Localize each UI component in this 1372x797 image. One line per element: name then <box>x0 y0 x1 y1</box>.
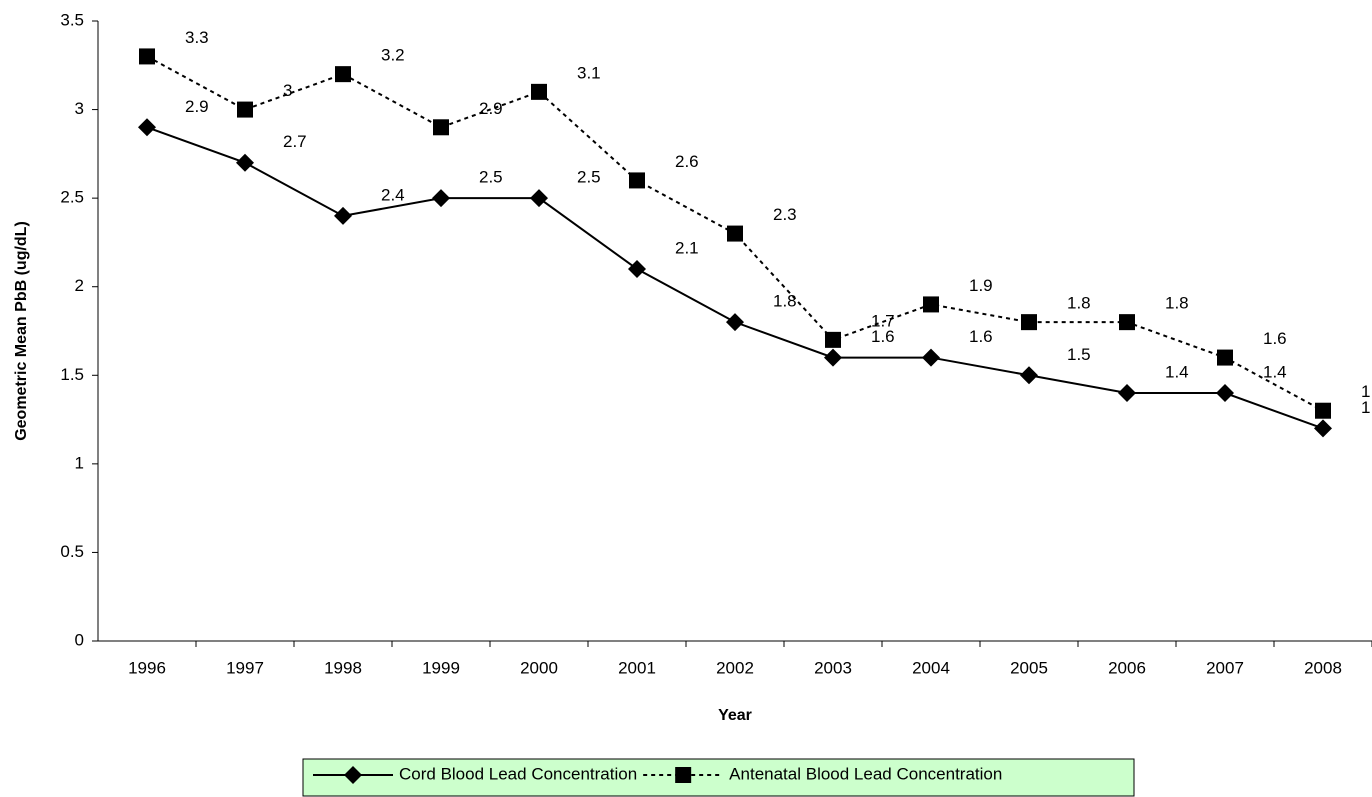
y-tick-label: 3 <box>75 99 84 118</box>
data-point <box>335 66 351 83</box>
data-label: 1.6 <box>871 327 895 346</box>
data-label: 1.9 <box>969 276 993 295</box>
y-tick-label: 0 <box>75 630 84 649</box>
data-point <box>1217 349 1233 366</box>
data-label: 1.4 <box>1165 362 1189 381</box>
series-line <box>146 126 1324 430</box>
data-point <box>1118 384 1136 402</box>
data-label: 3.3 <box>185 28 209 47</box>
x-tick-label: 2002 <box>716 658 754 677</box>
data-point <box>530 189 548 208</box>
data-point <box>923 296 939 313</box>
x-tick-label: 2000 <box>520 658 558 677</box>
x-axis-title: Year <box>718 707 752 724</box>
data-point <box>237 101 253 118</box>
data-point <box>236 153 254 172</box>
data-label: 1.7 <box>871 311 895 330</box>
data-label: 2.9 <box>479 99 503 118</box>
data-label: 2.9 <box>185 97 209 116</box>
y-tick-label: 3.5 <box>60 10 84 29</box>
x-tick-label: 1996 <box>128 658 166 677</box>
y-axis-title: Geometric Mean PbB (ug/dL) <box>13 221 30 441</box>
data-label: 1.3 <box>1361 382 1372 401</box>
data-point <box>531 83 547 100</box>
y-tick-label: 2 <box>75 276 84 295</box>
data-label: 1.8 <box>1067 294 1091 313</box>
data-point <box>433 119 449 136</box>
data-label: 1.6 <box>969 327 993 346</box>
legend-label: Antenatal Blood Lead Concentration <box>729 764 1002 783</box>
data-label: 2.6 <box>675 152 699 171</box>
data-point <box>432 189 450 208</box>
legend-label: Cord Blood Lead Concentration <box>399 764 637 783</box>
data-point <box>1119 314 1135 331</box>
data-point <box>726 313 744 332</box>
data-point <box>922 348 940 367</box>
data-label: 2.5 <box>479 168 503 187</box>
data-label: 1.2 <box>1361 398 1372 417</box>
data-label: 1.4 <box>1263 362 1287 381</box>
data-point <box>1021 314 1037 331</box>
y-tick-label: 1 <box>75 453 84 472</box>
data-label: 1.5 <box>1067 345 1091 364</box>
data-point <box>1315 402 1331 419</box>
x-tick-label: 2003 <box>814 658 852 677</box>
data-point <box>824 348 842 367</box>
data-point <box>628 260 646 278</box>
data-label: 3.2 <box>381 46 405 65</box>
x-tick-label: 2008 <box>1304 658 1342 677</box>
x-tick-label: 1999 <box>422 658 460 677</box>
data-label: 2.3 <box>773 205 797 224</box>
data-label: 1.6 <box>1263 329 1287 348</box>
data-label: 2.4 <box>381 185 405 204</box>
legend-box <box>302 758 1135 797</box>
x-tick-label: 1997 <box>226 658 264 677</box>
x-tick-label: 2001 <box>618 658 656 677</box>
data-point <box>629 172 645 189</box>
legend-marker <box>675 767 692 783</box>
data-label: 2.1 <box>675 238 699 257</box>
x-tick-label: 1998 <box>324 658 362 677</box>
data-label: 3.1 <box>577 63 601 82</box>
data-point <box>1216 384 1234 402</box>
x-tick-label: 2007 <box>1206 658 1244 677</box>
data-label: 3 <box>283 81 292 100</box>
data-point <box>727 225 743 242</box>
legend-marker <box>344 766 362 784</box>
data-label: 2.7 <box>283 132 307 151</box>
y-tick-label: 2.5 <box>60 188 84 207</box>
data-point <box>138 118 156 137</box>
y-tick-label: 1.5 <box>60 365 84 384</box>
data-point <box>139 48 155 65</box>
data-label: 1.8 <box>773 292 797 311</box>
data-point <box>1314 419 1332 438</box>
data-label: 2.5 <box>577 168 601 187</box>
y-tick-label: 0.5 <box>60 542 84 561</box>
x-tick-label: 2006 <box>1108 658 1146 677</box>
data-point <box>1020 366 1038 385</box>
data-label: 1.8 <box>1165 294 1189 313</box>
data-point <box>825 331 841 348</box>
x-tick-label: 2005 <box>1010 658 1048 677</box>
x-tick-label: 2004 <box>912 658 950 677</box>
data-point <box>334 206 352 225</box>
